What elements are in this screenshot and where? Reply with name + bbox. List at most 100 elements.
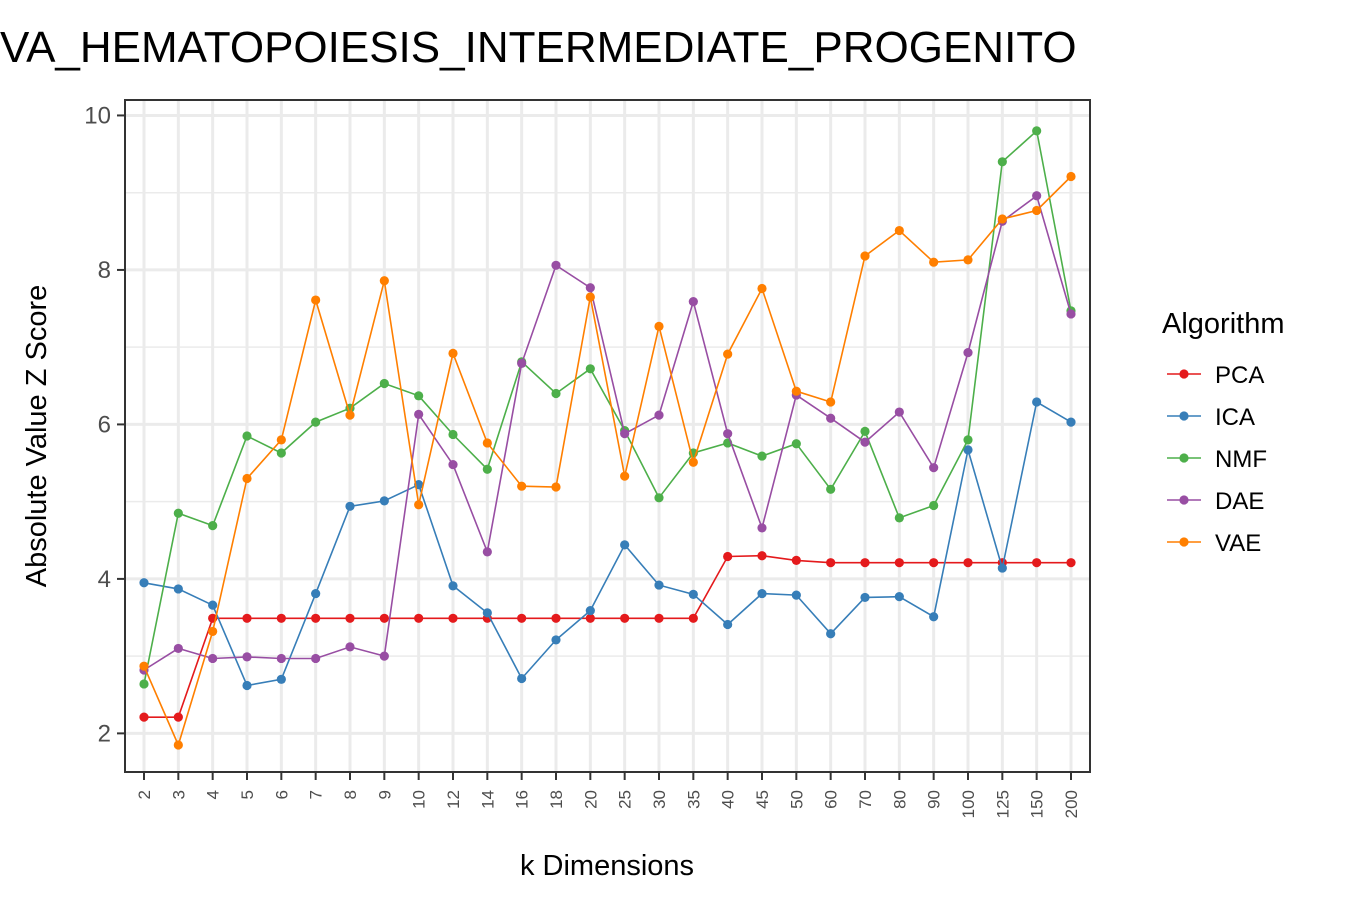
data-point-dae [585,283,595,293]
data-point-dae [414,409,424,419]
x-tick-label: 9 [375,790,394,799]
data-point-vae [482,438,492,448]
data-point-pca [688,613,698,623]
data-point-dae [379,651,389,661]
data-point-ica [276,674,286,684]
series-line-pca [144,554,1071,719]
data-point-dae [860,437,870,447]
data-point-nmf [791,439,801,449]
x-tick-label: 20 [581,790,600,809]
legend-title: Algorithm [1162,308,1285,340]
data-point-vae [517,481,527,491]
x-axis-title: k Dimensions [520,850,694,882]
data-point-vae [551,482,561,492]
data-point-vae [654,321,664,331]
data-point-pca [894,558,904,568]
x-tick-label: 70 [856,790,875,809]
x-tick-label: 125 [993,790,1012,818]
data-point-dae [448,459,458,470]
data-point-ica [173,584,183,594]
data-point-dae [688,297,698,307]
y-axis-title: Absolute Value Z Score [21,285,53,588]
data-point-vae [723,349,733,359]
data-point-ica [242,680,252,691]
series-line-vae [143,175,1072,748]
data-point-pca [551,613,561,623]
data-point-vae [620,471,630,481]
data-point-pca [173,712,183,722]
data-point-vae [448,348,458,358]
data-point-vae [173,740,183,750]
data-point-nmf [585,364,595,374]
gridlines [125,100,1090,772]
data-point-ica [585,605,595,616]
x-tick-label: 18 [547,790,566,809]
data-point-nmf [448,429,458,440]
data-point-dae [757,523,767,533]
x-tick-label: 25 [616,790,635,809]
data-point-vae [414,500,424,510]
data-point-nmf [139,679,149,689]
data-point-ica [482,608,492,618]
data-point-dae [551,260,561,270]
legend-key-point [1179,411,1189,421]
data-point-ica [963,445,973,455]
data-point-dae [1066,309,1076,319]
data-point-nmf [997,157,1007,167]
data-point-ica [723,619,733,630]
data-point-ica [791,590,801,600]
x-tick-label: 80 [890,790,909,809]
data-point-vae [757,283,767,294]
data-point-vae [1032,205,1042,216]
data-point-dae [929,463,939,473]
data-point-vae [688,457,698,467]
legend-label-dae: DAE [1215,488,1264,515]
plot-panel [125,100,1090,772]
x-tick-label: 100 [959,790,978,818]
data-point-dae [826,413,836,423]
series-dae [139,191,1076,675]
data-point-vae [963,255,973,265]
data-point-pca [860,558,870,568]
data-point-nmf [414,391,424,401]
data-point-vae [208,626,218,637]
series-nmf [139,126,1076,689]
x-tick-label: 12 [444,790,463,809]
y-tick-label: 6 [98,411,111,438]
chart-title: VA_HEMATOPOIESIS_INTERMEDIATE_PROGENITO [0,23,1077,72]
x-tick-label: 40 [719,790,738,809]
data-point-dae [173,643,183,654]
legend-label-pca: PCA [1215,362,1264,389]
data-point-pca [1066,558,1076,568]
data-point-ica [826,629,836,639]
legend-label-vae: VAE [1215,530,1261,557]
x-tick-label: 10 [410,790,429,809]
data-point-nmf [963,435,973,445]
x-tick-label: 150 [1028,790,1047,818]
x-tick-label: 50 [787,790,806,809]
data-point-pca [414,613,424,623]
data-point-vae [894,225,904,236]
data-point-pca [963,558,973,568]
data-point-nmf [826,484,836,494]
data-point-ica [139,578,149,588]
data-point-pca [723,551,733,562]
data-point-vae [929,257,939,267]
x-tick-label: 2 [135,790,154,799]
data-point-pca [585,613,595,623]
data-point-pca [826,558,836,568]
legend-key-point [1179,537,1189,547]
y-tick-label: 2 [98,720,111,747]
data-point-ica [688,589,698,599]
y-tick-label: 4 [98,566,111,593]
data-point-pca [242,613,252,623]
data-point-vae [585,292,595,302]
data-point-pca [517,613,527,623]
data-point-pca [379,613,389,623]
data-point-vae [276,435,286,445]
x-tick-label: 60 [822,790,841,809]
data-point-pca [791,555,801,565]
series-vae [139,171,1076,750]
data-point-nmf [379,378,389,389]
